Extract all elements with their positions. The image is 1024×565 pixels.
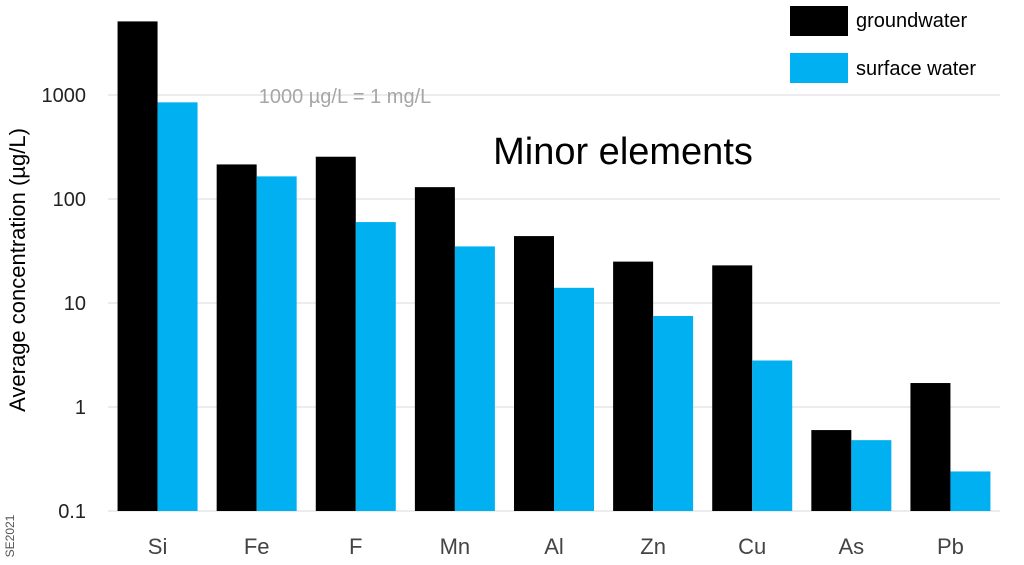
bar-groundwater-Al <box>514 236 554 511</box>
y-tick-label: 1000 <box>42 85 87 107</box>
bar-groundwater-Si <box>117 21 158 512</box>
bar-surface-water-Cu <box>752 360 793 511</box>
legend-swatch-surface-water <box>790 53 848 83</box>
bar-groundwater-Zn <box>613 261 654 511</box>
bar-surface-water-Fe <box>256 176 297 512</box>
y-axis-label: Average concentration (µg/L) <box>5 128 30 412</box>
bar-groundwater-Pb <box>910 383 951 511</box>
bar-groundwater-Mn <box>414 187 455 511</box>
bar-groundwater-Fe <box>216 164 257 512</box>
bar-groundwater-As <box>811 430 852 511</box>
bar-surface-water-Al <box>554 287 594 511</box>
x-category-label: Al <box>544 534 564 559</box>
x-category-label: Pb <box>937 534 964 559</box>
y-tick-labels: 0.1 1 10 100 1000 <box>42 85 87 523</box>
chart-title: Minor elements <box>493 131 753 173</box>
bar-surface-water-Pb <box>950 471 991 511</box>
unit-conversion-annotation: 1000 µg/L = 1 mg/L <box>259 86 432 108</box>
bar-surface-water-Mn <box>454 246 495 511</box>
x-category-labels: Si Fe F Mn Al Zn Cu As Pb <box>148 534 964 559</box>
bar-surface-water-F <box>355 222 396 511</box>
bar-groundwater-F <box>315 156 356 511</box>
x-category-label: Zn <box>640 534 666 559</box>
bar-surface-water-Zn <box>653 315 694 511</box>
x-category-label: F <box>349 534 362 559</box>
y-tick-label: 0.1 <box>58 501 86 523</box>
bar-groundwater-Cu <box>712 265 753 511</box>
bar-surface-water-As <box>851 440 892 511</box>
legend-label-surface-water: surface water <box>856 58 976 80</box>
x-category-label: Mn <box>440 534 471 559</box>
x-category-label: Cu <box>738 534 766 559</box>
bars <box>117 21 991 512</box>
y-tick-label: 1 <box>75 397 86 419</box>
credit-label: SE2021 <box>3 514 17 557</box>
x-category-label: Si <box>148 534 168 559</box>
x-category-label: As <box>838 534 864 559</box>
legend: groundwater surface water <box>790 6 976 83</box>
legend-label-groundwater: groundwater <box>856 10 968 32</box>
legend-swatch-groundwater <box>790 6 848 36</box>
bar-surface-water-Si <box>157 102 198 512</box>
y-tick-label: 10 <box>64 293 86 315</box>
y-tick-label: 100 <box>53 189 86 211</box>
x-category-label: Fe <box>244 534 270 559</box>
